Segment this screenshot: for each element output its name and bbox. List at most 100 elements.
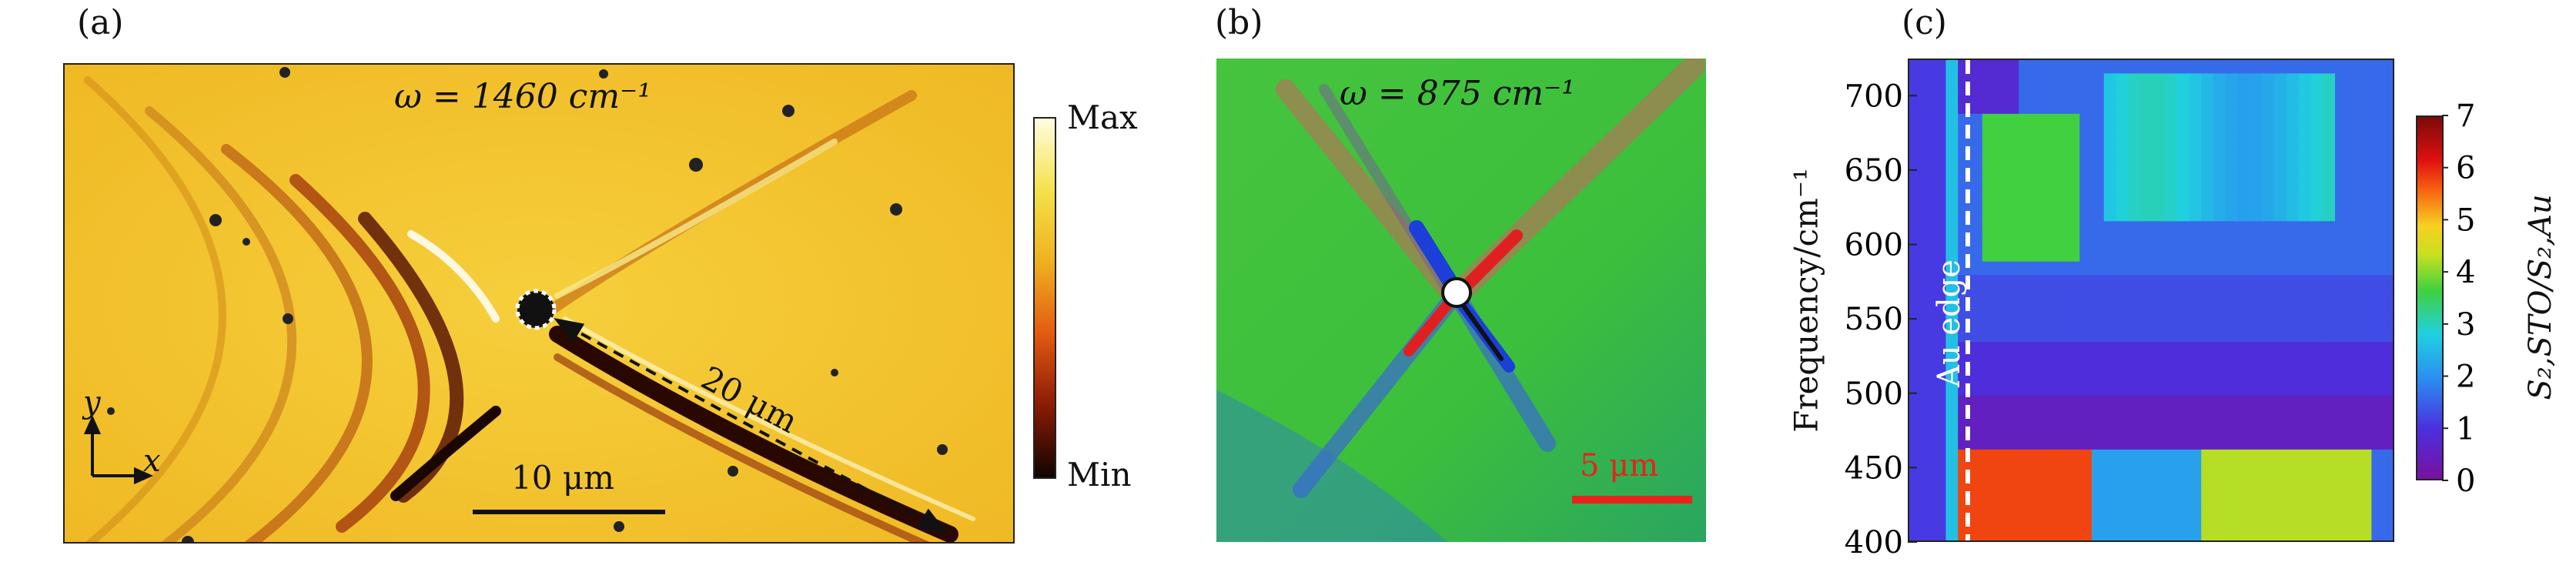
heatmap-cell — [2067, 463, 2080, 477]
heatmap-cell — [2237, 207, 2250, 222]
heatmap-cell — [2164, 154, 2178, 169]
heatmap-cell — [1982, 194, 1996, 209]
heatmap-cell — [2164, 167, 2178, 182]
heatmap-cell — [2006, 154, 2019, 169]
heatmap-cell — [2164, 234, 2178, 249]
heatmap-cell — [2347, 328, 2360, 343]
heatmap-cell — [2153, 476, 2166, 490]
heatmap-cell — [2092, 503, 2105, 517]
heatmap-cell — [2055, 127, 2068, 142]
heatmap-cell — [2176, 140, 2190, 155]
heatmap-cell — [2225, 409, 2239, 423]
heatmap-cell — [2006, 382, 2019, 396]
heatmap-cell — [1970, 86, 1983, 101]
heatmap-cell — [2237, 100, 2250, 115]
heatmap-cell — [2153, 113, 2166, 128]
heatmap-cell — [2310, 409, 2323, 423]
heatmap-cell — [2250, 221, 2263, 236]
heatmap-cell — [2335, 140, 2348, 155]
heatmap-cell — [2092, 436, 2105, 450]
heatmap-cell — [2250, 449, 2263, 463]
heatmap-cell — [2225, 221, 2239, 236]
y-tick-label: 700 — [1845, 79, 1903, 114]
heatmap-cell — [2103, 167, 2117, 182]
heatmap-cell — [2055, 248, 2068, 263]
heatmap-cell — [2384, 355, 2393, 370]
heatmap-cell — [1909, 261, 1922, 276]
heatmap-cell — [1921, 154, 1935, 169]
heatmap-cell — [2384, 302, 2393, 316]
heatmap-cell — [2067, 423, 2080, 437]
heatmap-cell — [2128, 409, 2141, 423]
heatmap-cell — [2225, 463, 2239, 477]
heatmap-cell — [2128, 490, 2141, 504]
heatmap-cell — [2164, 476, 2178, 490]
heatmap-cell — [2201, 369, 2214, 383]
heatmap-cell — [2031, 73, 2044, 88]
heatmap-cell — [2347, 302, 2360, 316]
heatmap-cell — [1994, 315, 2007, 330]
heatmap-cell — [2042, 517, 2056, 531]
heatmap-cell — [2250, 409, 2263, 423]
heatmap-cell — [2164, 113, 2178, 128]
heatmap-cell — [2128, 517, 2141, 531]
heatmap-cell — [1970, 342, 1983, 356]
heatmap-cell — [2140, 167, 2153, 182]
heatmap-cell — [2359, 275, 2372, 289]
heatmap-cell — [2274, 100, 2287, 115]
heatmap-cell — [2153, 302, 2166, 316]
heatmap-cell — [2042, 234, 2056, 249]
heatmap-cell — [2237, 490, 2250, 504]
heatmap-cell — [1994, 423, 2007, 437]
heatmap-cell — [2225, 369, 2239, 383]
heatmap-cell — [1921, 127, 1935, 142]
heatmap-cell — [2164, 221, 2178, 236]
heatmap-cell — [2006, 167, 2019, 182]
heatmap-cell — [2201, 261, 2214, 276]
heatmap-cell — [2153, 100, 2166, 115]
heatmap-cell — [1945, 261, 1959, 276]
heatmap-cell — [2201, 275, 2214, 289]
heatmap-cell — [2371, 288, 2384, 303]
heatmap-cell — [2298, 113, 2311, 128]
heatmap-cell — [2310, 73, 2323, 88]
heatmap-cell — [2286, 396, 2300, 410]
heatmap-cell — [1933, 449, 1946, 463]
heatmap-cell — [2286, 154, 2300, 169]
heatmap-cell — [2103, 302, 2117, 316]
heatmap-cell — [2274, 207, 2287, 222]
heatmap-cell — [2019, 167, 2032, 182]
heatmap-cell — [2164, 248, 2178, 263]
heatmap-cell — [2225, 476, 2239, 490]
heatmap-cell — [2140, 355, 2153, 370]
heatmap-cell — [1909, 423, 1922, 437]
heatmap-cell — [2225, 382, 2239, 396]
heatmap-cell — [2092, 342, 2105, 356]
heatmap-cell — [2384, 194, 2393, 209]
heatmap-cell — [2042, 315, 2056, 330]
heatmap-cell — [2103, 355, 2117, 370]
heatmap-cell — [2092, 396, 2105, 410]
heatmap-cell — [2176, 73, 2190, 88]
heatmap-cell — [1982, 328, 1996, 343]
heatmap-cell — [1982, 248, 1996, 263]
heatmap-cell — [2079, 490, 2093, 504]
heatmap-cell — [2225, 315, 2239, 330]
heatmap-cell — [2176, 530, 2190, 540]
heatmap-cell — [2153, 355, 2166, 370]
heatmap-cell — [2225, 86, 2239, 101]
heatmap-cell — [2371, 73, 2384, 88]
heatmap-cell — [1945, 328, 1959, 343]
heatmap-cell — [2140, 127, 2153, 142]
heatmap-cell — [2250, 113, 2263, 128]
heatmap-cell — [2335, 423, 2348, 437]
heatmap-cell — [2250, 194, 2263, 209]
heatmap-cell — [2310, 207, 2323, 222]
heatmap-cell — [1982, 396, 1996, 410]
heatmap-cell — [2335, 369, 2348, 383]
heatmap-cell — [1921, 221, 1935, 236]
heatmap-cell — [2031, 530, 2044, 540]
heatmap-cell — [2128, 140, 2141, 155]
heatmap-cell — [1945, 409, 1959, 423]
heatmap-cell — [1921, 530, 1935, 540]
